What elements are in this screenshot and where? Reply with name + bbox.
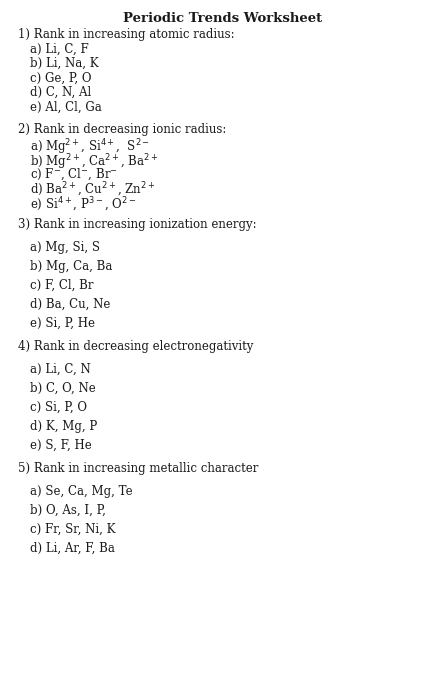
Text: c) F$^{-}$, Cl$^{-}$, Br$^{-}$: c) F$^{-}$, Cl$^{-}$, Br$^{-}$	[30, 167, 118, 182]
Text: b) O, As, I, P,: b) O, As, I, P,	[30, 504, 106, 517]
Text: a) Mg, Si, S: a) Mg, Si, S	[30, 241, 100, 254]
Text: e) S, F, He: e) S, F, He	[30, 439, 92, 452]
Text: e) Si, P, He: e) Si, P, He	[30, 317, 95, 330]
Text: 1) Rank in increasing atomic radius:: 1) Rank in increasing atomic radius:	[18, 28, 235, 41]
Text: a) Li, C, F: a) Li, C, F	[30, 43, 89, 55]
Text: b) C, O, Ne: b) C, O, Ne	[30, 382, 96, 395]
Text: c) Ge, P, O: c) Ge, P, O	[30, 71, 91, 85]
Text: 3) Rank in increasing ionization energy:: 3) Rank in increasing ionization energy:	[18, 218, 256, 231]
Text: e) Si$^{4+}$, P$^{3-}$, O$^{2-}$: e) Si$^{4+}$, P$^{3-}$, O$^{2-}$	[30, 195, 136, 214]
Text: 5) Rank in increasing metallic character: 5) Rank in increasing metallic character	[18, 462, 258, 475]
Text: d) Ba$^{2+}$, Cu$^{2+}$, Zn$^{2+}$: d) Ba$^{2+}$, Cu$^{2+}$, Zn$^{2+}$	[30, 181, 155, 199]
Text: Periodic Trends Worksheet: Periodic Trends Worksheet	[124, 12, 322, 25]
Text: d) Li, Ar, F, Ba: d) Li, Ar, F, Ba	[30, 542, 115, 555]
Text: d) Ba, Cu, Ne: d) Ba, Cu, Ne	[30, 298, 110, 311]
Text: b) Li, Na, K: b) Li, Na, K	[30, 57, 99, 70]
Text: d) K, Mg, P: d) K, Mg, P	[30, 420, 97, 433]
Text: d) C, N, Al: d) C, N, Al	[30, 86, 91, 99]
Text: c) F, Cl, Br: c) F, Cl, Br	[30, 279, 94, 292]
Text: 4) Rank in decreasing electronegativity: 4) Rank in decreasing electronegativity	[18, 340, 253, 353]
Text: b) Mg, Ca, Ba: b) Mg, Ca, Ba	[30, 260, 112, 273]
Text: 2) Rank in decreasing ionic radius:: 2) Rank in decreasing ionic radius:	[18, 123, 227, 136]
Text: a) Se, Ca, Mg, Te: a) Se, Ca, Mg, Te	[30, 485, 132, 498]
Text: e) Al, Cl, Ga: e) Al, Cl, Ga	[30, 101, 102, 113]
Text: b) Mg$^{2+}$, Ca$^{2+}$, Ba$^{2+}$: b) Mg$^{2+}$, Ca$^{2+}$, Ba$^{2+}$	[30, 152, 158, 172]
Text: a) Mg$^{2+}$, Si$^{4+}$,  S$^{2-}$: a) Mg$^{2+}$, Si$^{4+}$, S$^{2-}$	[30, 137, 150, 157]
Text: a) Li, C, N: a) Li, C, N	[30, 363, 91, 376]
Text: c) Fr, Sr, Ni, K: c) Fr, Sr, Ni, K	[30, 523, 116, 536]
Text: c) Si, P, O: c) Si, P, O	[30, 401, 87, 414]
